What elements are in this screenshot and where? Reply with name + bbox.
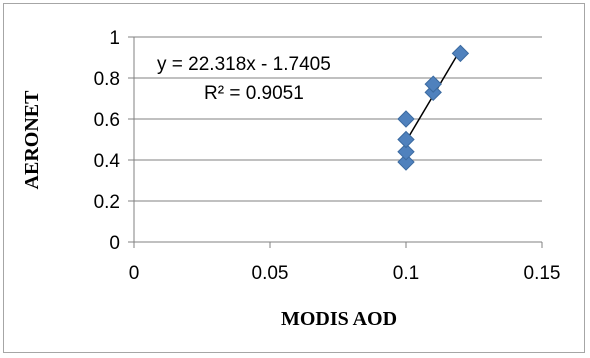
x-tick-label: 0.15 xyxy=(524,263,561,284)
data-point xyxy=(451,44,470,63)
y-tick-label: 0.8 xyxy=(94,69,120,90)
y-tick-label: 0.2 xyxy=(94,192,120,213)
data-point xyxy=(397,110,415,128)
y-tick-label: 0.6 xyxy=(94,110,120,131)
y-tick-label: 0.4 xyxy=(94,151,121,172)
data-points xyxy=(397,44,470,171)
trendline-equation: y = 22.318x - 1.7405 xyxy=(157,54,331,75)
x-tick-label: 0.05 xyxy=(252,263,289,284)
data-point xyxy=(397,143,415,161)
x-axis-title: MODIS AOD xyxy=(281,308,397,330)
tick-labels: 0 0.2 0.4 0.6 0.8 1 0 0.05 0.1 0.15 xyxy=(94,28,561,284)
axes xyxy=(128,36,543,248)
y-tick-label: 1 xyxy=(109,28,120,49)
y-axis-title: AERONET xyxy=(21,90,43,190)
r-squared-label: R² = 0.9051 xyxy=(204,83,304,104)
y-tick-label: 0 xyxy=(109,233,120,254)
x-tick-label: 0 xyxy=(129,263,140,284)
gridlines xyxy=(134,36,542,202)
data-point xyxy=(397,153,415,171)
data-point xyxy=(397,130,415,149)
data-point xyxy=(424,75,442,93)
x-tick-label: 0.1 xyxy=(393,263,419,284)
chart-area xyxy=(3,3,585,353)
